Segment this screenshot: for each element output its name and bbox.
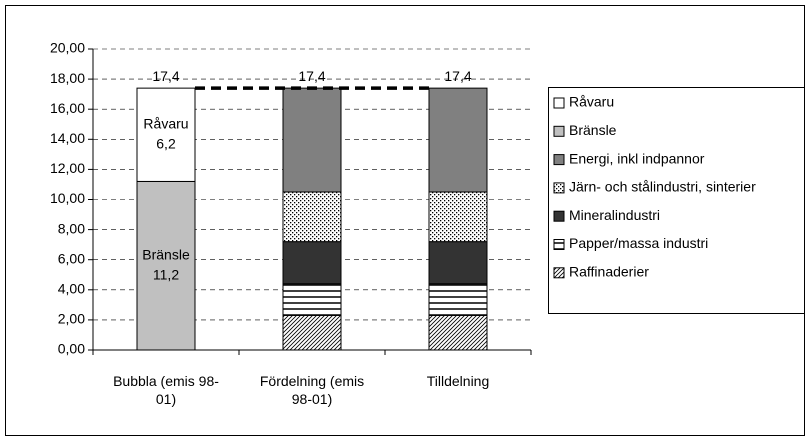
bar-segment: [428, 283, 488, 316]
bar-segment: [282, 87, 342, 193]
legend-swatch: [553, 267, 565, 279]
bar-segment: [428, 87, 488, 193]
legend-swatch: [553, 154, 565, 166]
bar-segment: [282, 191, 342, 243]
y-tick-label: 6,00: [58, 250, 85, 266]
legend-box: [548, 87, 805, 314]
segment-name: Råvaru: [143, 115, 188, 131]
y-tick-label: 16,00: [50, 100, 85, 116]
y-tick-label: 10,00: [50, 190, 85, 206]
legend-swatch: [553, 97, 565, 109]
y-tick-label: 12,00: [50, 160, 85, 176]
legend-label: Bränsle: [569, 122, 617, 138]
y-tick-label: 14,00: [50, 130, 85, 146]
total-label: 17,4: [152, 68, 179, 84]
legend-swatch: [553, 182, 565, 194]
legend-label: Järn- och stålindustri, sinterier: [569, 179, 756, 195]
bar-segment: [282, 283, 342, 316]
bar-segment: [136, 87, 196, 182]
legend-label: Raffinaderier: [569, 264, 649, 280]
bar-segment: [428, 191, 488, 243]
y-tick-label: 2,00: [58, 311, 85, 327]
y-tick-label: 0,00: [58, 341, 85, 357]
x-tick-label: Tilldelning: [426, 373, 490, 389]
y-tick-label: 4,00: [58, 281, 85, 297]
legend-label: Energi, inkl indpannor: [569, 150, 705, 166]
legend-label: Råvaru: [569, 94, 614, 110]
bar-segment: [428, 241, 488, 285]
bar-segment: [282, 314, 342, 351]
x-tick-label: Fördelning (emis 98-01): [259, 373, 365, 407]
data-label: 11,2: [153, 266, 179, 282]
bar-segment: [428, 314, 488, 351]
data-label: 6,2: [156, 135, 176, 151]
y-tick-label: 18,00: [50, 70, 85, 86]
legend-swatch: [553, 210, 565, 222]
total-label: 17,4: [444, 68, 471, 84]
x-tick-label: Bubbla (emis 98-01): [113, 373, 219, 407]
legend-swatch: [553, 125, 565, 137]
bar-segment: [282, 241, 342, 285]
segment-name: Bränsle: [142, 246, 190, 262]
y-tick-label: 20,00: [50, 40, 85, 56]
legend-label: Mineralindustri: [569, 207, 660, 223]
legend-label: Papper/massa industri: [569, 235, 708, 251]
bar-segment: [136, 180, 196, 351]
total-label: 17,4: [298, 68, 325, 84]
y-tick-label: 8,00: [58, 220, 85, 236]
legend-swatch: [553, 239, 565, 250]
